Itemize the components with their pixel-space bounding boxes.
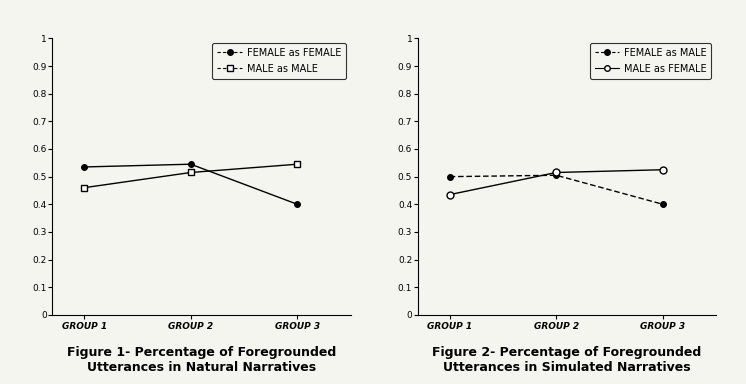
- Legend: FEMALE as FEMALE, MALE as MALE: FEMALE as FEMALE, MALE as MALE: [213, 43, 345, 79]
- Text: Figure 2- Percentage of Foregrounded
Utterances in Simulated Narratives: Figure 2- Percentage of Foregrounded Utt…: [433, 346, 701, 374]
- Text: Figure 1- Percentage of Foregrounded
Utterances in Natural Narratives: Figure 1- Percentage of Foregrounded Utt…: [67, 346, 336, 374]
- Legend: FEMALE as MALE, MALE as FEMALE: FEMALE as MALE, MALE as FEMALE: [590, 43, 711, 79]
